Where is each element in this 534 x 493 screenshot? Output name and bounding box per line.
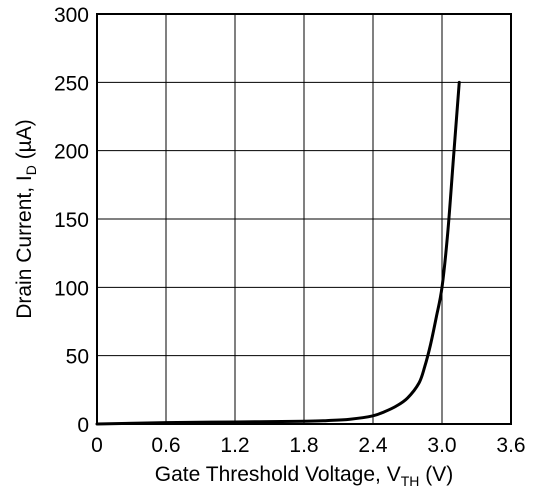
y-tick-label: 50 <box>66 346 89 369</box>
x-tick-label: 3.0 <box>427 434 456 457</box>
y-axis-label-main: Drain Current, I <box>13 175 36 319</box>
x-tick-label: 0.6 <box>151 434 180 457</box>
y-tick-label: 0 <box>77 414 89 437</box>
y-tick-label: 150 <box>54 209 89 232</box>
x-axis-label: Gate Threshold Voltage, VTH (V) <box>155 463 453 489</box>
x-tick-label: 1.2 <box>220 434 249 457</box>
y-axis-label-subscript: D <box>23 165 39 175</box>
y-axis-label: Drain Current, ID (µA) <box>13 119 39 319</box>
x-tick-label: 0 <box>91 434 103 457</box>
y-tick-label: 200 <box>54 141 89 164</box>
drain-current-curve <box>95 80 461 426</box>
plot-frame <box>96 13 512 425</box>
x-tick-label: 2.4 <box>358 434 388 457</box>
x-tick-label: 3.6 <box>496 434 525 457</box>
x-axis-label-units: (V) <box>419 463 453 486</box>
y-tick-label: 300 <box>54 4 89 27</box>
x-axis-label-subscript: TH <box>401 473 420 489</box>
x-tick-labels: 0 0.6 1.2 1.8 2.4 3.0 3.6 <box>91 434 525 457</box>
y-axis-label-units: (µA) <box>13 119 36 165</box>
y-tick-label: 100 <box>54 277 89 300</box>
y-tick-label: 250 <box>54 72 89 95</box>
x-tick-label: 1.8 <box>289 434 318 457</box>
grid-lines <box>97 14 511 424</box>
x-axis-label-main: Gate Threshold Voltage, V <box>155 463 401 486</box>
y-tick-labels: 0 50 100 150 200 250 300 <box>54 4 89 437</box>
